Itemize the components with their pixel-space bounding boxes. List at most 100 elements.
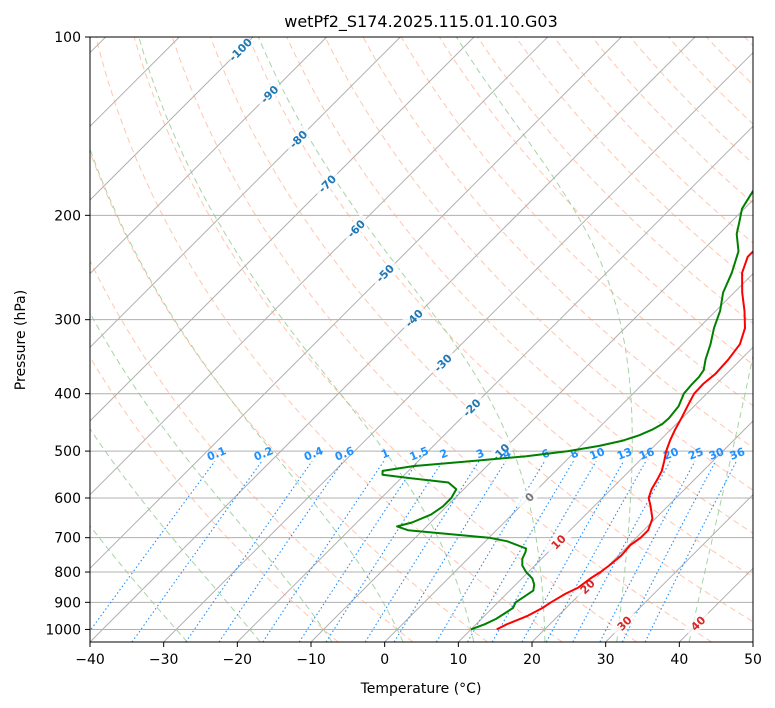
- moist-adiabat-line: [90, 311, 333, 642]
- x-tick-label: 10: [449, 652, 467, 668]
- dewpoint-profile-line: [381, 189, 753, 631]
- mixing-ratio-label: 3: [474, 446, 486, 461]
- temperature-profile-line: [496, 250, 753, 631]
- isotherm-line: [90, 37, 549, 496]
- y-tick-label: 900: [54, 595, 81, 611]
- isotherm-label-bg: [312, 168, 342, 198]
- x-tick-label: 40: [670, 652, 688, 668]
- isotherm-label-bg: [456, 392, 486, 422]
- dry-adiabat-line: [400, 37, 753, 407]
- y-tick-label: 200: [54, 208, 81, 224]
- y-axis: 100 200 300 400 500 600 700 800 900 1000: [45, 30, 90, 638]
- isotherm-label-bg: [572, 571, 602, 601]
- pressure-gridlines: [90, 37, 753, 630]
- mixing-ratio-label: 8: [569, 446, 581, 461]
- isotherm-label-bg: [254, 79, 284, 109]
- mixing-ratio-line: [435, 460, 546, 642]
- isotherm-label-bg: [514, 482, 544, 512]
- mixing-ratio-lines: [90, 460, 737, 642]
- mixing-ratio-labels: 0.1 0.2 0.4 0.6 1 1.5 2 3 4 6 8 10 13 16 20 25 30 36: [205, 444, 747, 463]
- x-tick-label: 30: [597, 652, 615, 668]
- y-tick-label: 400: [54, 387, 81, 403]
- y-tick-label: 600: [54, 491, 81, 507]
- mixing-ratio-label: 13: [615, 445, 634, 463]
- y-tick-label: 1000: [45, 622, 81, 638]
- mixing-ratio-label: 16: [637, 445, 656, 463]
- moist-adiabat-line: [138, 37, 475, 642]
- dry-adiabat-line: [95, 37, 563, 642]
- dry-adiabat-line: [629, 37, 753, 165]
- isotherm-label-bg: [399, 303, 429, 333]
- moist-adiabat-lines: [90, 37, 753, 642]
- mixing-ratio-label: 30: [707, 445, 726, 463]
- mixing-ratio-line: [621, 460, 717, 642]
- plot-frame: [89, 36, 754, 643]
- x-axis-title: Temperature (°C): [360, 681, 482, 697]
- isotherm-line: [90, 37, 254, 201]
- isotherm-label-bg: [427, 348, 457, 378]
- dry-adiabat-line: [90, 259, 414, 642]
- isotherm-line: [90, 37, 696, 642]
- x-tick-label: −20: [223, 652, 253, 668]
- mixing-ratio-line: [393, 460, 507, 642]
- moist-adiabat-line: [688, 353, 753, 642]
- x-tick-label: 20: [523, 652, 541, 668]
- isotherm-line: [90, 37, 622, 570]
- y-tick-label: 500: [54, 444, 81, 460]
- x-tick-label: 50: [744, 652, 762, 668]
- dry-adiabat-line: [362, 37, 753, 449]
- moist-adiabat-line: [90, 147, 404, 642]
- isotherm-label-bg: [370, 258, 400, 288]
- x-tick-label: −30: [149, 652, 179, 668]
- x-tick-label: −40: [75, 652, 105, 668]
- x-tick-label: 0: [380, 652, 389, 668]
- sounding-profiles: [381, 189, 753, 631]
- y-tick-label: 300: [54, 313, 81, 329]
- dry-adiabat-line: [515, 37, 753, 284]
- dry-adiabat-line: [210, 37, 753, 623]
- moist-adiabat-line: [90, 427, 261, 642]
- dry-adiabat-line: [477, 37, 753, 325]
- y-tick-label: 700: [54, 531, 81, 547]
- isotherm-line: [163, 51, 753, 642]
- mixing-ratio-line: [521, 460, 625, 642]
- mixing-ratio-line: [90, 460, 216, 632]
- mixing-ratio-line: [467, 460, 574, 642]
- mixing-ratio-line: [262, 460, 385, 642]
- mixing-ratio-label: 1: [379, 446, 391, 461]
- dry-adiabat-line: [133, 37, 638, 642]
- dry-adiabat-line: [591, 37, 753, 204]
- moist-adiabat-line: [90, 524, 188, 642]
- dry-adiabat-line: [171, 37, 712, 642]
- isotherm-line: [605, 493, 753, 642]
- isotherm-label-bg: [683, 608, 713, 638]
- y-axis-title: Pressure (hPa): [13, 290, 29, 390]
- mixing-ratio-label: 25: [686, 445, 705, 463]
- isotherm-line: [90, 37, 475, 422]
- isotherm-line: [90, 37, 328, 275]
- y-tick-label: 800: [54, 565, 81, 581]
- x-tick-label: −10: [296, 652, 326, 668]
- isotherm-line: [236, 125, 753, 642]
- mixing-ratio-line: [185, 460, 313, 642]
- mixing-ratio-label: 2: [438, 446, 450, 461]
- isotherm-label-bg: [341, 213, 371, 243]
- mixing-ratio-label: 10: [588, 445, 607, 463]
- moist-adiabat-line: [455, 37, 633, 642]
- isotherm-label-bg: [609, 608, 639, 638]
- mixing-ratio-label: 36: [728, 445, 747, 463]
- isotherm-label-bg: [283, 124, 313, 154]
- y-tick-label: 100: [54, 30, 81, 46]
- mixing-ratio-line: [131, 460, 263, 642]
- mixing-ratio-line: [218, 460, 344, 642]
- x-axis: −40 −30 −20 −10 0 10 20 30 40 50: [75, 642, 762, 668]
- mixing-ratio-line: [644, 460, 737, 642]
- isotherm-label-bg: [225, 37, 255, 64]
- moist-adiabat-line: [257, 37, 546, 642]
- chart-title: wetPf2_S174.2025.115.01.10.G03: [284, 12, 558, 32]
- isotherm-label-bg: [543, 527, 573, 557]
